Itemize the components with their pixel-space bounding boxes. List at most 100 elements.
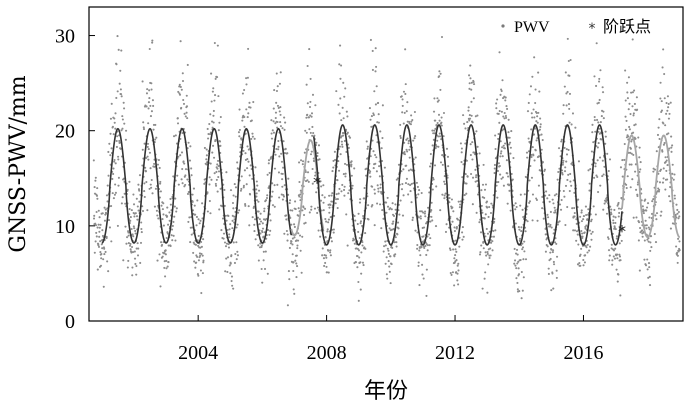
pwv-point	[103, 206, 106, 209]
pwv-point	[629, 186, 632, 189]
pwv-point	[563, 146, 566, 149]
pwv-point	[316, 206, 320, 209]
pwv-point	[282, 195, 285, 198]
pwv-point	[95, 210, 98, 214]
pwv-point	[134, 262, 137, 266]
pwv-point	[370, 115, 373, 118]
pwv-point	[114, 162, 117, 165]
pwv-point	[620, 239, 623, 242]
pwv-point	[474, 168, 477, 171]
pwv-point	[625, 183, 628, 186]
pwv-point	[273, 205, 276, 208]
pwv-point	[181, 182, 184, 185]
pwv-point	[235, 241, 238, 244]
pwv-point	[152, 128, 155, 131]
pwv-point	[371, 185, 374, 188]
pwv-point	[678, 215, 681, 218]
pwv-point	[289, 242, 292, 245]
pwv-point	[514, 222, 517, 225]
pwv-point	[283, 116, 286, 119]
pwv-point	[425, 268, 428, 271]
pwv-point	[283, 232, 286, 235]
pwv-point	[493, 163, 496, 166]
pwv-point	[632, 153, 635, 156]
pwv-point	[142, 121, 145, 124]
pwv-point	[369, 38, 372, 41]
pwv-point	[131, 274, 134, 277]
pwv-point	[202, 261, 205, 264]
pwv-point	[270, 195, 273, 198]
pwv-point	[550, 289, 553, 292]
pwv-point	[165, 236, 168, 240]
pwv-point	[536, 115, 539, 118]
pwv-point	[167, 223, 170, 226]
pwv-point	[594, 165, 597, 168]
pwv-point	[291, 253, 294, 256]
pwv-point	[440, 116, 443, 119]
pwv-point	[195, 224, 198, 227]
pwv-point	[100, 257, 103, 260]
pwv-point	[638, 156, 641, 159]
pwv-point	[660, 109, 664, 112]
pwv-point	[440, 124, 443, 127]
pwv-point	[286, 239, 289, 242]
pwv-point	[609, 211, 613, 214]
pwv-point	[180, 178, 183, 181]
pwv-point	[586, 251, 589, 254]
pwv-point	[151, 192, 154, 195]
pwv-point	[538, 155, 541, 158]
pwv-point	[470, 88, 473, 91]
pwv-point	[310, 150, 313, 153]
pwv-point	[670, 150, 673, 153]
pwv-point	[664, 188, 667, 191]
pwv-point	[644, 219, 647, 222]
pwv-point	[391, 246, 394, 249]
pwv-point	[611, 259, 614, 262]
pwv-point	[343, 139, 346, 143]
pwv-point	[605, 212, 609, 215]
pwv-point	[99, 223, 102, 226]
pwv-point	[203, 146, 206, 149]
pwv-point	[480, 244, 483, 247]
pwv-point	[537, 184, 540, 187]
pwv-point	[579, 264, 582, 267]
pwv-point	[385, 273, 388, 276]
pwv-point	[350, 174, 353, 177]
pwv-point	[503, 111, 506, 115]
pwv-point	[93, 251, 96, 254]
pwv-point	[420, 246, 423, 249]
pwv-point	[525, 151, 529, 154]
pwv-point	[269, 229, 272, 232]
pwv-point	[231, 214, 234, 217]
pwv-point	[564, 184, 568, 187]
pwv-point	[580, 211, 583, 214]
pwv-point	[635, 96, 638, 99]
pwv-point	[434, 119, 437, 122]
pwv-point	[541, 161, 544, 164]
pwv-point	[217, 95, 220, 98]
pwv-point	[357, 230, 360, 233]
pwv-point	[283, 128, 286, 131]
pwv-point	[514, 202, 517, 205]
pwv-point	[626, 97, 629, 100]
pwv-point	[129, 248, 132, 251]
pwv-point	[197, 244, 200, 247]
pwv-point	[464, 173, 467, 176]
pwv-point	[95, 235, 98, 238]
pwv-point	[325, 271, 328, 274]
pwv-point	[232, 194, 235, 197]
pwv-point	[365, 174, 368, 177]
pwv-point	[130, 227, 133, 231]
pwv-point	[271, 129, 274, 132]
pwv-point	[263, 267, 267, 271]
pwv-point	[298, 180, 301, 184]
pwv-point	[130, 209, 133, 212]
pwv-point	[212, 121, 215, 124]
pwv-point	[245, 183, 248, 186]
pwv-point	[270, 137, 274, 140]
pwv-point	[457, 200, 460, 203]
pwv-point	[279, 113, 282, 116]
pwv-point	[599, 184, 602, 187]
pwv-point	[319, 199, 323, 202]
pwv-point	[569, 172, 572, 175]
